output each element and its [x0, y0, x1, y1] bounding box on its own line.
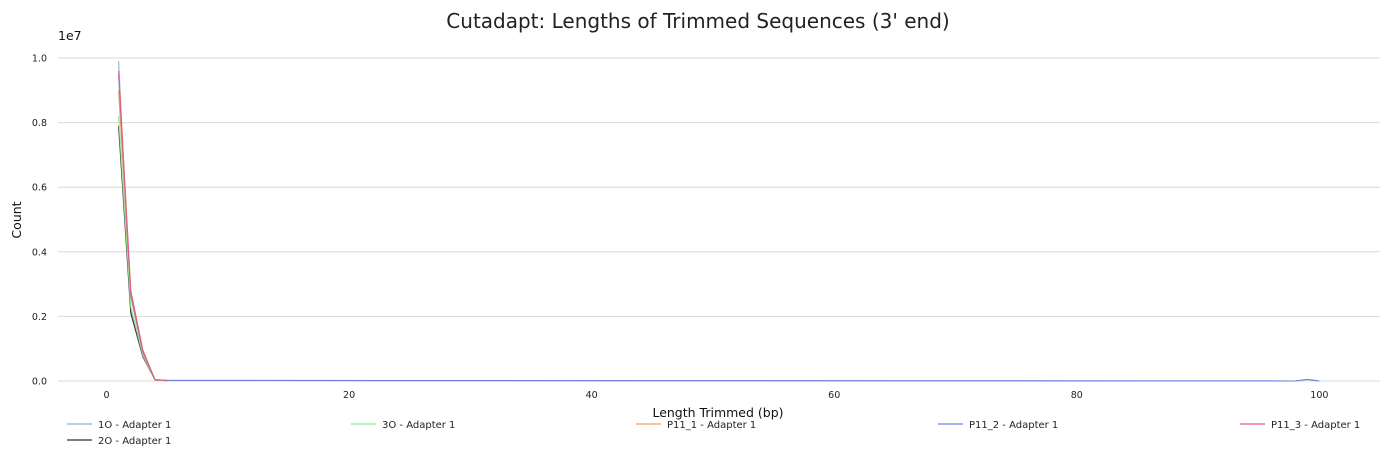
legend-item[interactable]: P11_2 - Adapter 1	[938, 420, 1058, 431]
y-tick-label: 1.0	[32, 54, 47, 65]
legend-item[interactable]: P11_1 - Adapter 1	[636, 420, 756, 431]
y-tick-label: 0.2	[32, 312, 47, 323]
legend-item[interactable]: P11_3 - Adapter 1	[1240, 420, 1360, 431]
legend-item[interactable]: 3O - Adapter 1	[351, 420, 455, 431]
x-tick-label: 0	[103, 390, 109, 401]
x-tick-label: 40	[586, 390, 598, 401]
legend-item[interactable]: 1O - Adapter 1	[67, 420, 171, 431]
x-tick-label: 60	[828, 390, 840, 401]
legend-label: 2O - Adapter 1	[98, 436, 171, 447]
x-tick-label: 80	[1071, 390, 1083, 401]
series-line	[118, 74, 1320, 382]
series-line	[118, 61, 1320, 382]
y-tick-label: 0.4	[32, 247, 47, 258]
legend-label: P11_2 - Adapter 1	[969, 420, 1058, 431]
legend-item[interactable]: 2O - Adapter 1	[67, 436, 171, 447]
series-line	[118, 125, 168, 382]
legend-label: 3O - Adapter 1	[382, 420, 455, 431]
y-tick-label: 0.0	[32, 377, 47, 388]
legend-label: P11_1 - Adapter 1	[667, 420, 756, 431]
x-tick-labels: 0 20 40 60 80 100	[103, 390, 1328, 401]
y-tick-label: 0.6	[32, 183, 47, 194]
y-offset-label: 1e7	[58, 28, 82, 43]
series-line	[118, 116, 168, 382]
series-lines	[118, 61, 1320, 382]
y-axis-label: Count	[9, 201, 24, 238]
legend-label: 1O - Adapter 1	[98, 420, 171, 431]
legend: 1O - Adapter 1 2O - Adapter 1 3O - Adapter…	[67, 420, 1360, 447]
y-tick-labels: 0.0 0.2 0.4 0.6 0.8 1.0	[32, 54, 47, 388]
grid-lines	[58, 57, 1380, 382]
chart-title: Cutadapt: Lengths of Trimmed Sequences (…	[446, 9, 949, 33]
x-axis-label: Length Trimmed (bp)	[652, 405, 783, 420]
y-tick-label: 0.8	[32, 118, 47, 129]
x-tick-label: 100	[1310, 390, 1328, 401]
x-tick-label: 20	[343, 390, 355, 401]
series-line	[118, 70, 168, 381]
legend-label: P11_3 - Adapter 1	[1271, 420, 1360, 431]
